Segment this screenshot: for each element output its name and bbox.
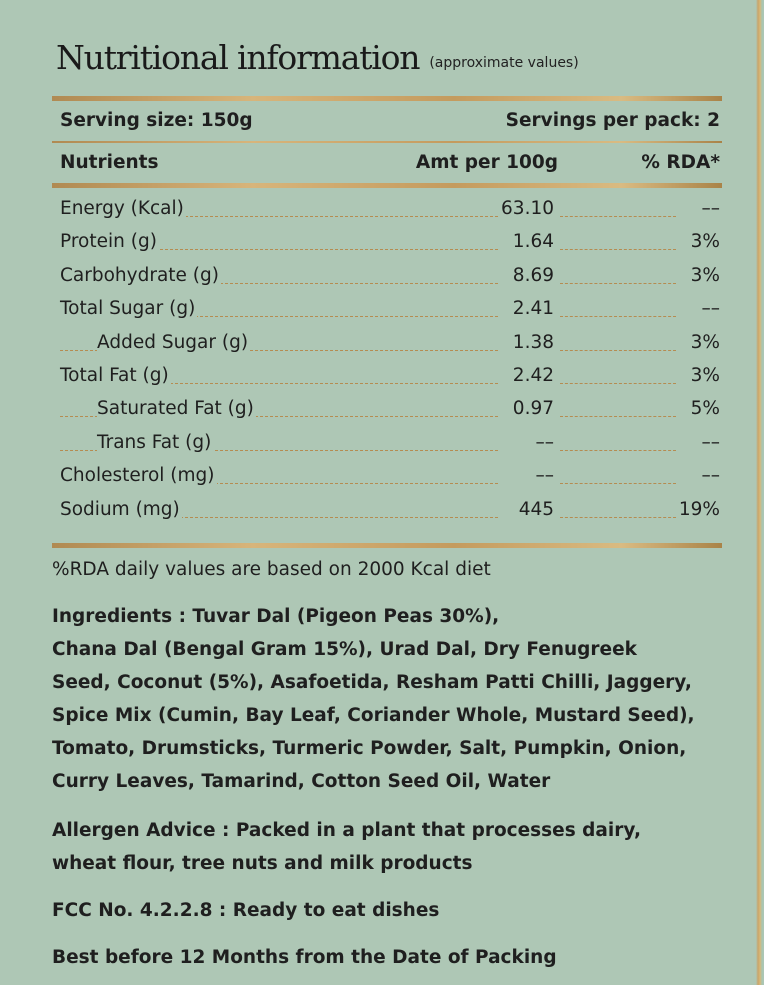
- fcc-text: : Ready to eat dishes: [218, 900, 440, 921]
- dotted-leader: [60, 416, 498, 418]
- ingredients-line: Tuvar Dal (Pigeon Peas 30%),: [192, 606, 500, 627]
- nutrient-rda: 19%: [676, 498, 720, 520]
- nutrient-rda: 3%: [688, 264, 720, 286]
- title-note: (approximate values): [429, 55, 579, 71]
- nutrient-row: Added Sugar (g) 1.38 3%: [60, 331, 720, 362]
- dotted-leader: [560, 383, 676, 384]
- nutrient-amount: 0.97: [510, 398, 556, 420]
- nutrient-name: Saturated Fat (g): [97, 398, 256, 420]
- nutrient-name: Carbohydrate (g): [60, 264, 221, 286]
- top-rule: [52, 96, 722, 101]
- nutrient-name: Protein (g): [60, 231, 159, 253]
- ingredients-line: Tomato, Drumsticks, Turmeric Powder, Sal…: [52, 738, 687, 759]
- nutrient-row: Sodium (mg) 445 19%: [60, 498, 720, 529]
- nutrient-rda: ––: [699, 431, 720, 453]
- nutrient-rda: 3%: [688, 331, 720, 353]
- gold-edge-stripe: [756, 0, 764, 985]
- ingredients-line: Seed, Coconut (5%), Asafoetida, Resham P…: [52, 672, 692, 693]
- ingredients-line: Chana Dal (Bengal Gram 15%), Urad Dal, D…: [52, 639, 637, 660]
- ingredients-block: Ingredients : Tuvar Dal (Pigeon Peas 30%…: [52, 600, 742, 798]
- dotted-leader: [60, 316, 498, 318]
- servings-per-pack: Servings per pack: 2: [505, 110, 720, 131]
- dotted-leader: [60, 483, 498, 485]
- dotted-leader: [560, 483, 676, 485]
- dotted-leader: [560, 516, 676, 518]
- rda-header: % RDA*: [641, 152, 720, 173]
- dotted-leader: [560, 449, 676, 451]
- nutrient-amount: 1.64: [510, 231, 556, 253]
- nutrient-name: Cholesterol (mg): [60, 465, 217, 487]
- nutrient-row: Cholesterol (mg) –– ––: [60, 465, 720, 495]
- nutrient-row: Saturated Fat (g) 0.97 5%: [60, 398, 720, 428]
- ingredients-line: Spice Mix (Cumin, Bay Leaf, Coriander Wh…: [52, 705, 695, 726]
- column-header-row: Nutrients Amt per 100g % RDA*: [60, 152, 720, 173]
- dotted-leader: [560, 316, 676, 318]
- best-before: Best before 12 Months from the Date of P…: [52, 947, 557, 968]
- dotted-leader: [60, 516, 498, 518]
- bottom-rule: [52, 543, 722, 548]
- allergen-label: Allergen Advice :: [52, 820, 230, 841]
- allergen-line: Packed in a plant that processes dairy,: [235, 820, 642, 841]
- dotted-leader: [560, 216, 676, 217]
- nutrient-amount: 63.10: [499, 198, 556, 219]
- amount-header: Amt per 100g: [415, 152, 558, 173]
- nutrient-amount: 445: [516, 498, 556, 520]
- dotted-leader: [60, 449, 498, 451]
- nutrient-name: Trans Fat (g): [97, 431, 214, 453]
- dotted-leader: [60, 349, 498, 351]
- rda-note: %RDA daily values are based on 2000 Kcal…: [52, 559, 491, 580]
- allergen-line: wheat flour, tree nuts and milk products: [52, 853, 473, 874]
- nutrient-rda: 3%: [688, 365, 720, 386]
- nutrient-amount: 1.38: [510, 331, 556, 353]
- nutrient-rda: ––: [699, 298, 720, 320]
- dotted-leader: [60, 383, 498, 384]
- nutrient-name: Total Sugar (g): [60, 298, 198, 320]
- nutrient-rda: ––: [699, 465, 720, 487]
- ingredients-label: Ingredients :: [52, 606, 186, 627]
- nutrient-row: Total Fat (g) 2.42 3%: [60, 365, 720, 395]
- nutrient-amount: ––: [533, 431, 556, 453]
- nutrient-name: Total Fat (g): [60, 365, 171, 386]
- header-rule: [52, 183, 722, 188]
- serving-divider: [52, 141, 722, 143]
- nutrient-rda: 3%: [688, 231, 720, 253]
- nutrient-row: Protein (g) 1.64 3%: [60, 231, 720, 261]
- nutrient-amount: 2.41: [510, 298, 556, 320]
- nutrient-amount: ––: [533, 465, 556, 487]
- dotted-leader: [560, 349, 676, 351]
- nutrient-name: Energy (Kcal): [60, 198, 186, 219]
- dotted-leader: [560, 282, 676, 284]
- dotted-leader: [560, 416, 676, 418]
- allergen-block: Allergen Advice : Packed in a plant that…: [52, 814, 742, 880]
- fcc-block: FCC No. 4.2.2.8 : Ready to eat dishes: [52, 894, 742, 927]
- nutrient-row: Total Sugar (g) 2.41 ––: [60, 298, 720, 328]
- nutrient-amount: 8.69: [510, 264, 556, 286]
- ingredients-line: Curry Leaves, Tamarind, Cotton Seed Oil,…: [52, 771, 551, 792]
- nutrient-name: Sodium (mg): [60, 498, 182, 520]
- nutrients-header: Nutrients: [60, 152, 159, 173]
- nutrient-amount: 2.42: [510, 365, 556, 386]
- nutrient-name: Added Sugar (g): [97, 331, 251, 353]
- dotted-leader: [560, 249, 676, 251]
- serving-row: Serving size: 150g Servings per pack: 2: [60, 110, 720, 131]
- page-title: Nutritional information: [56, 38, 421, 77]
- title-row: Nutritional information (approximate valu…: [56, 38, 579, 77]
- nutrient-row: Trans Fat (g) –– ––: [60, 431, 720, 462]
- nutrient-rda: 5%: [688, 398, 720, 420]
- dotted-leader: [60, 216, 498, 217]
- dotted-leader: [60, 249, 498, 251]
- fcc-label: FCC No. 4.2.2.8: [52, 900, 213, 921]
- dotted-leader: [60, 282, 498, 284]
- serving-size: Serving size: 150g: [60, 110, 253, 131]
- nutrient-row: Carbohydrate (g) 8.69 3%: [60, 264, 720, 295]
- nutrient-rda: ––: [699, 198, 720, 219]
- nutrient-row: Energy (Kcal) 63.10 ––: [60, 198, 720, 228]
